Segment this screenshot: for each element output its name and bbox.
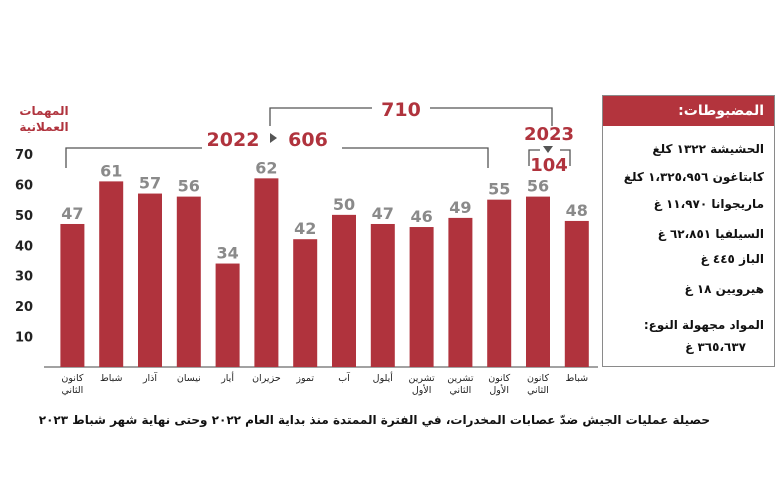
x-category-label: آب <box>338 371 350 384</box>
year-2022-value: 606 <box>288 129 328 151</box>
bar-value-label: 61 <box>100 161 122 180</box>
y-axis-title-line1: المهمات <box>19 104 68 118</box>
y-tick-label: 20 <box>15 300 33 315</box>
bar <box>176 196 201 367</box>
bar <box>332 214 356 367</box>
bar-value-label: 34 <box>216 244 238 263</box>
x-category-label: أيلول <box>373 371 394 384</box>
x-category-label: تموز <box>295 373 314 384</box>
bar-value-label: 42 <box>294 219 316 238</box>
chart-caption: حصيلة عمليات الجيش ضدّ عصابات المخدرات، … <box>38 413 710 427</box>
seized-items-panel: المضبوطات: الحشيشة ١٣٢٢ كلغ كابتاغون ١،٣… <box>602 95 775 367</box>
bar <box>487 199 512 367</box>
x-category-label: الثاني <box>449 385 471 396</box>
arrow-2023-icon <box>543 146 553 153</box>
bar <box>409 227 434 367</box>
bar-value-label: 48 <box>566 201 588 220</box>
bracket-total <box>269 107 553 126</box>
bracket-2023 <box>528 149 571 166</box>
x-category-label: الثاني <box>527 385 549 396</box>
y-tick-label: 70 <box>15 148 33 163</box>
bar-value-label: 47 <box>372 204 394 223</box>
x-category-label: تشرين <box>447 373 474 384</box>
y-tick-label: 50 <box>15 209 33 224</box>
total-value: 710 <box>381 99 421 121</box>
x-category-label: نيسان <box>177 373 201 384</box>
seized-item-baz: الباز ٤٤٥ غ <box>700 252 764 266</box>
bar <box>564 220 589 367</box>
bars <box>60 178 589 367</box>
bar <box>526 196 550 367</box>
y-tick-label: 40 <box>15 239 33 254</box>
bar <box>138 193 162 367</box>
y-axis-title-line2: العملانية <box>19 120 68 134</box>
bar <box>293 239 318 367</box>
bar <box>99 181 124 367</box>
x-category-label: كانون <box>488 373 510 384</box>
bracket-2022 <box>65 147 489 168</box>
unknown-materials-value: ٣٦٥،٦٣٧ غ <box>685 340 746 354</box>
x-category-label: شباط <box>100 373 123 384</box>
bar <box>448 217 473 367</box>
x-category-label: أيار <box>220 371 234 384</box>
unknown-materials-label: المواد مجهولة النوع: <box>643 318 764 332</box>
seized-item-marijuana: ماريجوانا ١١،٩٧٠ غ <box>653 197 764 211</box>
year-2022-label: 2022 <box>207 129 260 151</box>
bar-value-label: 46 <box>410 207 432 226</box>
bar-value-label: 57 <box>139 174 161 193</box>
bar <box>370 223 395 367</box>
x-category-label: آذار <box>142 371 157 384</box>
arrow-2022-icon <box>270 133 277 143</box>
annotation-brackets <box>65 107 571 168</box>
x-category-label: حزيران <box>252 373 281 384</box>
bar <box>254 178 279 367</box>
bar-value-label: 50 <box>333 195 355 214</box>
bar-value-label: 62 <box>255 158 277 177</box>
year-2023-label: 2023 <box>524 124 574 145</box>
bar <box>215 263 240 367</box>
y-tick-label: 30 <box>15 270 33 285</box>
x-category-label: شباط <box>566 373 589 384</box>
seized-item-salvia: السيلفيا ٦٢،٨٥١ غ <box>657 227 764 241</box>
x-category-label: تشرين <box>408 373 435 384</box>
bar-value-label: 55 <box>488 180 510 199</box>
seized-panel-title: المضبوطات: <box>603 96 774 126</box>
bar-value-label: 56 <box>178 177 200 196</box>
year-2023-value: 104 <box>530 155 568 176</box>
x-category-label: الأول <box>412 384 432 396</box>
seized-item-heroin: هيرويين ١٨ غ <box>684 282 764 296</box>
x-category-label: كانون <box>527 373 549 384</box>
x-category-label: الأول <box>489 384 509 396</box>
bar-chart: المهمات العملانية 10 20 30 40 50 60 70 47 61 57 5… <box>15 99 598 396</box>
bar <box>60 223 85 367</box>
y-tick-label: 60 <box>15 178 33 193</box>
bar-value-label: 47 <box>61 204 83 223</box>
bar-value-label: 49 <box>449 198 471 217</box>
value-labels: 47 61 57 56 34 62 42 50 47 46 49 55 56 48 <box>61 158 588 262</box>
x-category-label: كانون <box>61 373 83 384</box>
seized-item-captagon: كابتاغون ١،٣٢٥،٩٥٦ كلغ <box>623 170 764 184</box>
y-tick-label: 10 <box>15 331 33 346</box>
bar-value-label: 56 <box>527 177 549 196</box>
x-category-label: الثاني <box>61 385 83 396</box>
seized-item-hashish: الحشيشة ١٣٢٢ كلغ <box>652 142 764 156</box>
y-ticks: 10 20 30 40 50 60 70 <box>15 148 33 346</box>
